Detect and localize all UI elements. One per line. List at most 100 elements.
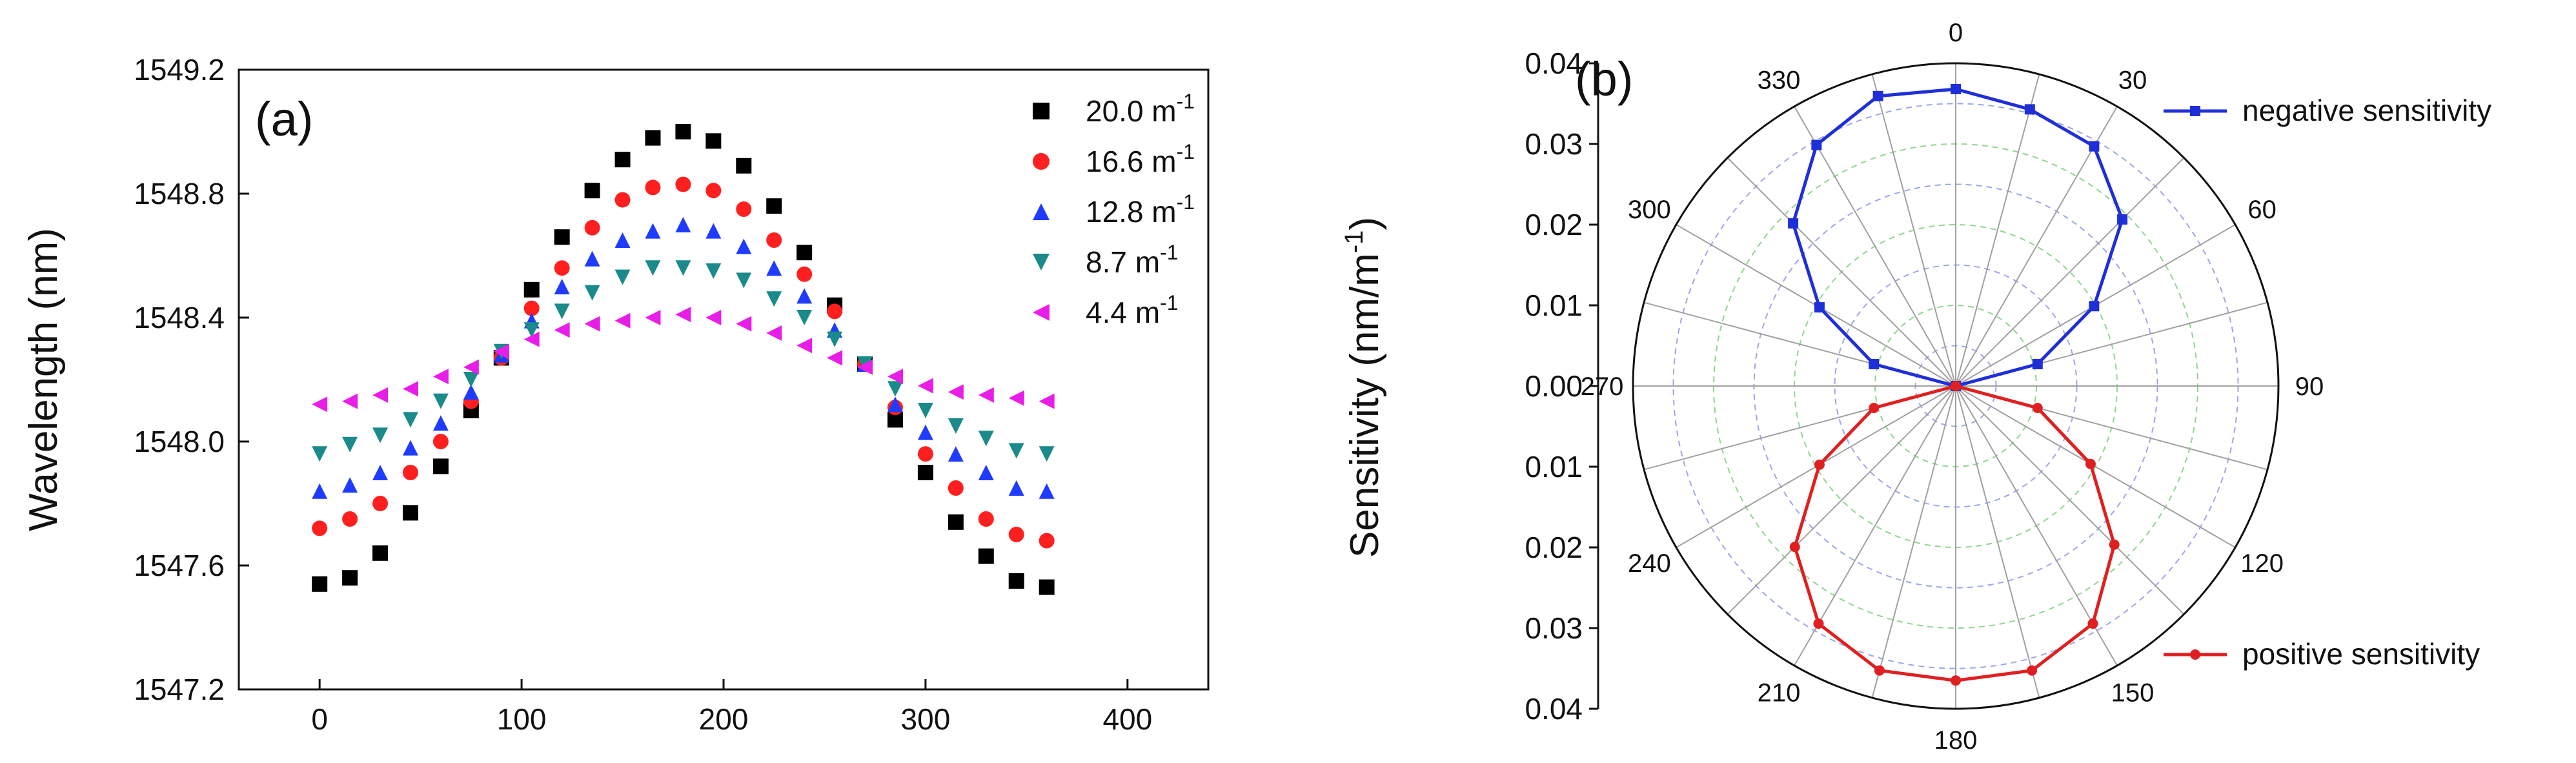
polar-point-1 (1951, 381, 1961, 391)
panel-a-scatter-chart: 1547.2 1547.6 1548.0 1548.4 1548.8 1549.2 0 10… (21, 53, 1210, 736)
data-point-a-series-4 (1039, 393, 1055, 409)
data-point-a-series-4 (312, 396, 328, 412)
data-point-a-series-0 (978, 548, 994, 564)
data-point-a-series-3 (736, 272, 752, 289)
data-point-a-series-1 (372, 496, 389, 511)
data-point-a-series-1 (675, 176, 691, 192)
polar-point-0 (1788, 218, 1799, 229)
radial-tick-label: 0.03 (1525, 611, 1583, 645)
data-point-a-series-4 (372, 387, 389, 403)
legend-label-a-sup: -1 (1160, 291, 1178, 314)
y-axis-title-b: Sensitivity (nm/m-1) (1340, 217, 1387, 558)
legend-label-a-2: 12.8 m-1 (1086, 190, 1195, 229)
data-point-a-series-2 (342, 477, 358, 493)
legend-a: 20.0 m-116.6 m-112.8 m-18.7 m-14.4 m-1 (1033, 90, 1195, 329)
polar-point-1 (1789, 542, 1800, 553)
polar-point-1 (1814, 459, 1825, 470)
data-point-a-series-2 (887, 396, 903, 412)
legend-label-a-text: 20.0 m (1086, 94, 1177, 128)
legend-label-a-1: 16.6 m-1 (1086, 140, 1195, 178)
polar-spoke (1955, 385, 2040, 698)
legend-label-a-sup: -1 (1160, 241, 1178, 264)
radial-tick-label: 0.04 (1525, 46, 1583, 80)
polar-point-0 (1814, 302, 1825, 313)
data-point-a-series-3 (645, 260, 661, 276)
polar-point-1 (1951, 675, 1961, 686)
data-point-a-series-4 (766, 325, 782, 341)
radial-tick-label: 0.03 (1525, 127, 1583, 161)
data-point-a-series-1 (705, 183, 722, 199)
data-point-a-series-3 (432, 393, 449, 409)
data-point-a-series-1 (402, 465, 418, 480)
legend-marker-a-0 (1033, 103, 1050, 119)
data-point-a-series-0 (342, 570, 358, 586)
data-point-a-series-4 (978, 387, 994, 403)
polar-point-0 (1869, 359, 1880, 370)
data-point-a-series-3 (614, 269, 631, 285)
data-point-a-series-4 (917, 378, 933, 394)
y-tick-label-a: 1547.6 (134, 549, 225, 582)
polar-point-0 (2089, 301, 2100, 312)
angle-label: 150 (2111, 679, 2155, 707)
polar-point-0 (2089, 141, 2100, 152)
data-point-a-series-3 (1039, 446, 1055, 462)
y-tick-label-a: 1548.0 (134, 425, 225, 458)
radial-tick-label: 0.04 (1525, 692, 1583, 726)
data-point-a-series-3 (766, 291, 782, 307)
data-point-a-series-0 (917, 465, 933, 480)
legend-label-a-text: 8.7 m (1086, 245, 1160, 279)
angle-label: 300 (1628, 196, 1671, 224)
polar-point-0 (2117, 214, 2128, 225)
polar-point-0 (2032, 359, 2043, 370)
data-point-a-series-1 (614, 192, 631, 208)
polar-point-1 (2109, 539, 2120, 550)
data-point-a-series-4 (887, 369, 903, 385)
polar-point-0 (1811, 139, 1822, 150)
data-point-a-series-0 (584, 183, 600, 199)
data-point-a-series-3 (917, 403, 933, 418)
legend-label-a-4: 4.4 m-1 (1086, 291, 1179, 329)
data-point-a-series-4 (675, 307, 691, 323)
polar-point-1 (2032, 402, 2043, 413)
data-point-a-series-3 (887, 381, 903, 397)
data-point-a-series-2 (1008, 480, 1024, 496)
data-point-a-series-4 (645, 310, 661, 325)
data-point-a-series-2 (736, 238, 752, 254)
angle-label: 330 (1758, 66, 1801, 94)
polar-spoke (1871, 385, 1956, 698)
y-tick-label-a: 1548.8 (134, 177, 225, 210)
data-point-a-series-3 (554, 303, 570, 320)
data-point-a-series-0 (948, 514, 964, 530)
data-point-a-series-0 (614, 152, 631, 168)
legend-label-a-3: 8.7 m-1 (1086, 241, 1179, 279)
data-point-a-series-3 (372, 427, 389, 443)
radial-tick-label: 0.00 (1525, 369, 1583, 403)
polar-series-b (1788, 84, 2128, 686)
y-axis-title-a: Wavelength (nm) (21, 228, 66, 531)
data-point-a-series-4 (705, 310, 722, 325)
polar-spoke (1955, 385, 2118, 666)
legend-label-b-1: positive sensitivity (2242, 637, 2480, 671)
data-point-a-series-1 (645, 179, 661, 196)
data-point-a-series-0 (645, 130, 661, 146)
polar-point-0 (1872, 90, 1883, 101)
data-point-a-series-4 (614, 312, 631, 329)
polar-spoke (1727, 157, 1956, 387)
polar-point-1 (2027, 665, 2038, 676)
data-point-a-series-4 (523, 331, 540, 347)
legend-label-a-0: 20.0 m-1 (1086, 90, 1195, 128)
radial-tick-label: 0.02 (1525, 531, 1583, 564)
y-tick-label-a: 1547.2 (134, 673, 225, 706)
data-point-a-series-1 (432, 434, 449, 449)
angle-label: 180 (1934, 726, 1978, 755)
data-point-a-series-1 (1008, 527, 1024, 542)
data-point-a-series-0 (1039, 579, 1055, 595)
data-point-a-series-3 (342, 436, 358, 453)
data-point-a-series-3 (978, 431, 994, 447)
y-tick-label-a: 1548.4 (134, 301, 225, 334)
data-point-a-series-4 (554, 322, 570, 338)
data-point-a-series-0 (766, 198, 782, 214)
y-tick-label-a: 1549.2 (134, 53, 225, 86)
polar-point-1 (1869, 402, 1880, 413)
legend-marker-a-1 (1033, 153, 1050, 170)
